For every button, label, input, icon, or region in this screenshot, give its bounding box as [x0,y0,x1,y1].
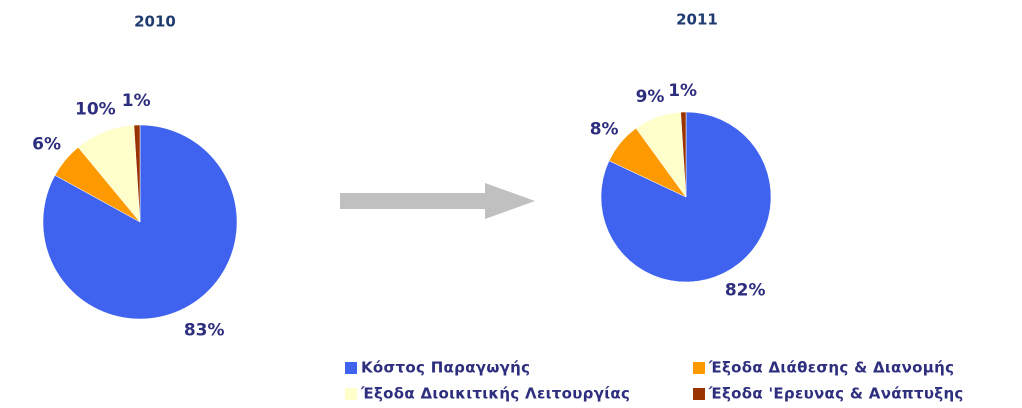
data-label: 10% [75,99,116,119]
data-label: 82% [725,280,766,300]
chart-title: 2010 [134,13,176,31]
pie-slice [680,111,687,198]
data-label: 83% [184,321,225,341]
legend-swatch [693,388,705,400]
legend-label: Έξοδα Διοικιτικής Λειτουργίας [360,385,630,403]
legend-swatch [345,388,357,400]
data-label: 1% [668,81,697,101]
pie-slice [133,124,141,223]
pie-slice [42,124,238,320]
data-label: 1% [122,91,151,111]
legend-swatch [345,362,357,374]
legend-label: Έξοδα Διάθεσης & Διανομής [708,359,954,377]
legend-label: Έξοδα 'Ερευνας & Ανάπτυξης [708,385,964,403]
data-label: 8% [590,119,619,139]
data-label: 9% [636,87,665,107]
legend-swatch [693,362,705,374]
legend-label: Κόστος Παραγωγής [361,359,530,377]
data-label: 6% [32,135,61,155]
chart-title: 2011 [676,11,718,29]
arrow [340,183,535,219]
pie-slice [600,111,772,283]
